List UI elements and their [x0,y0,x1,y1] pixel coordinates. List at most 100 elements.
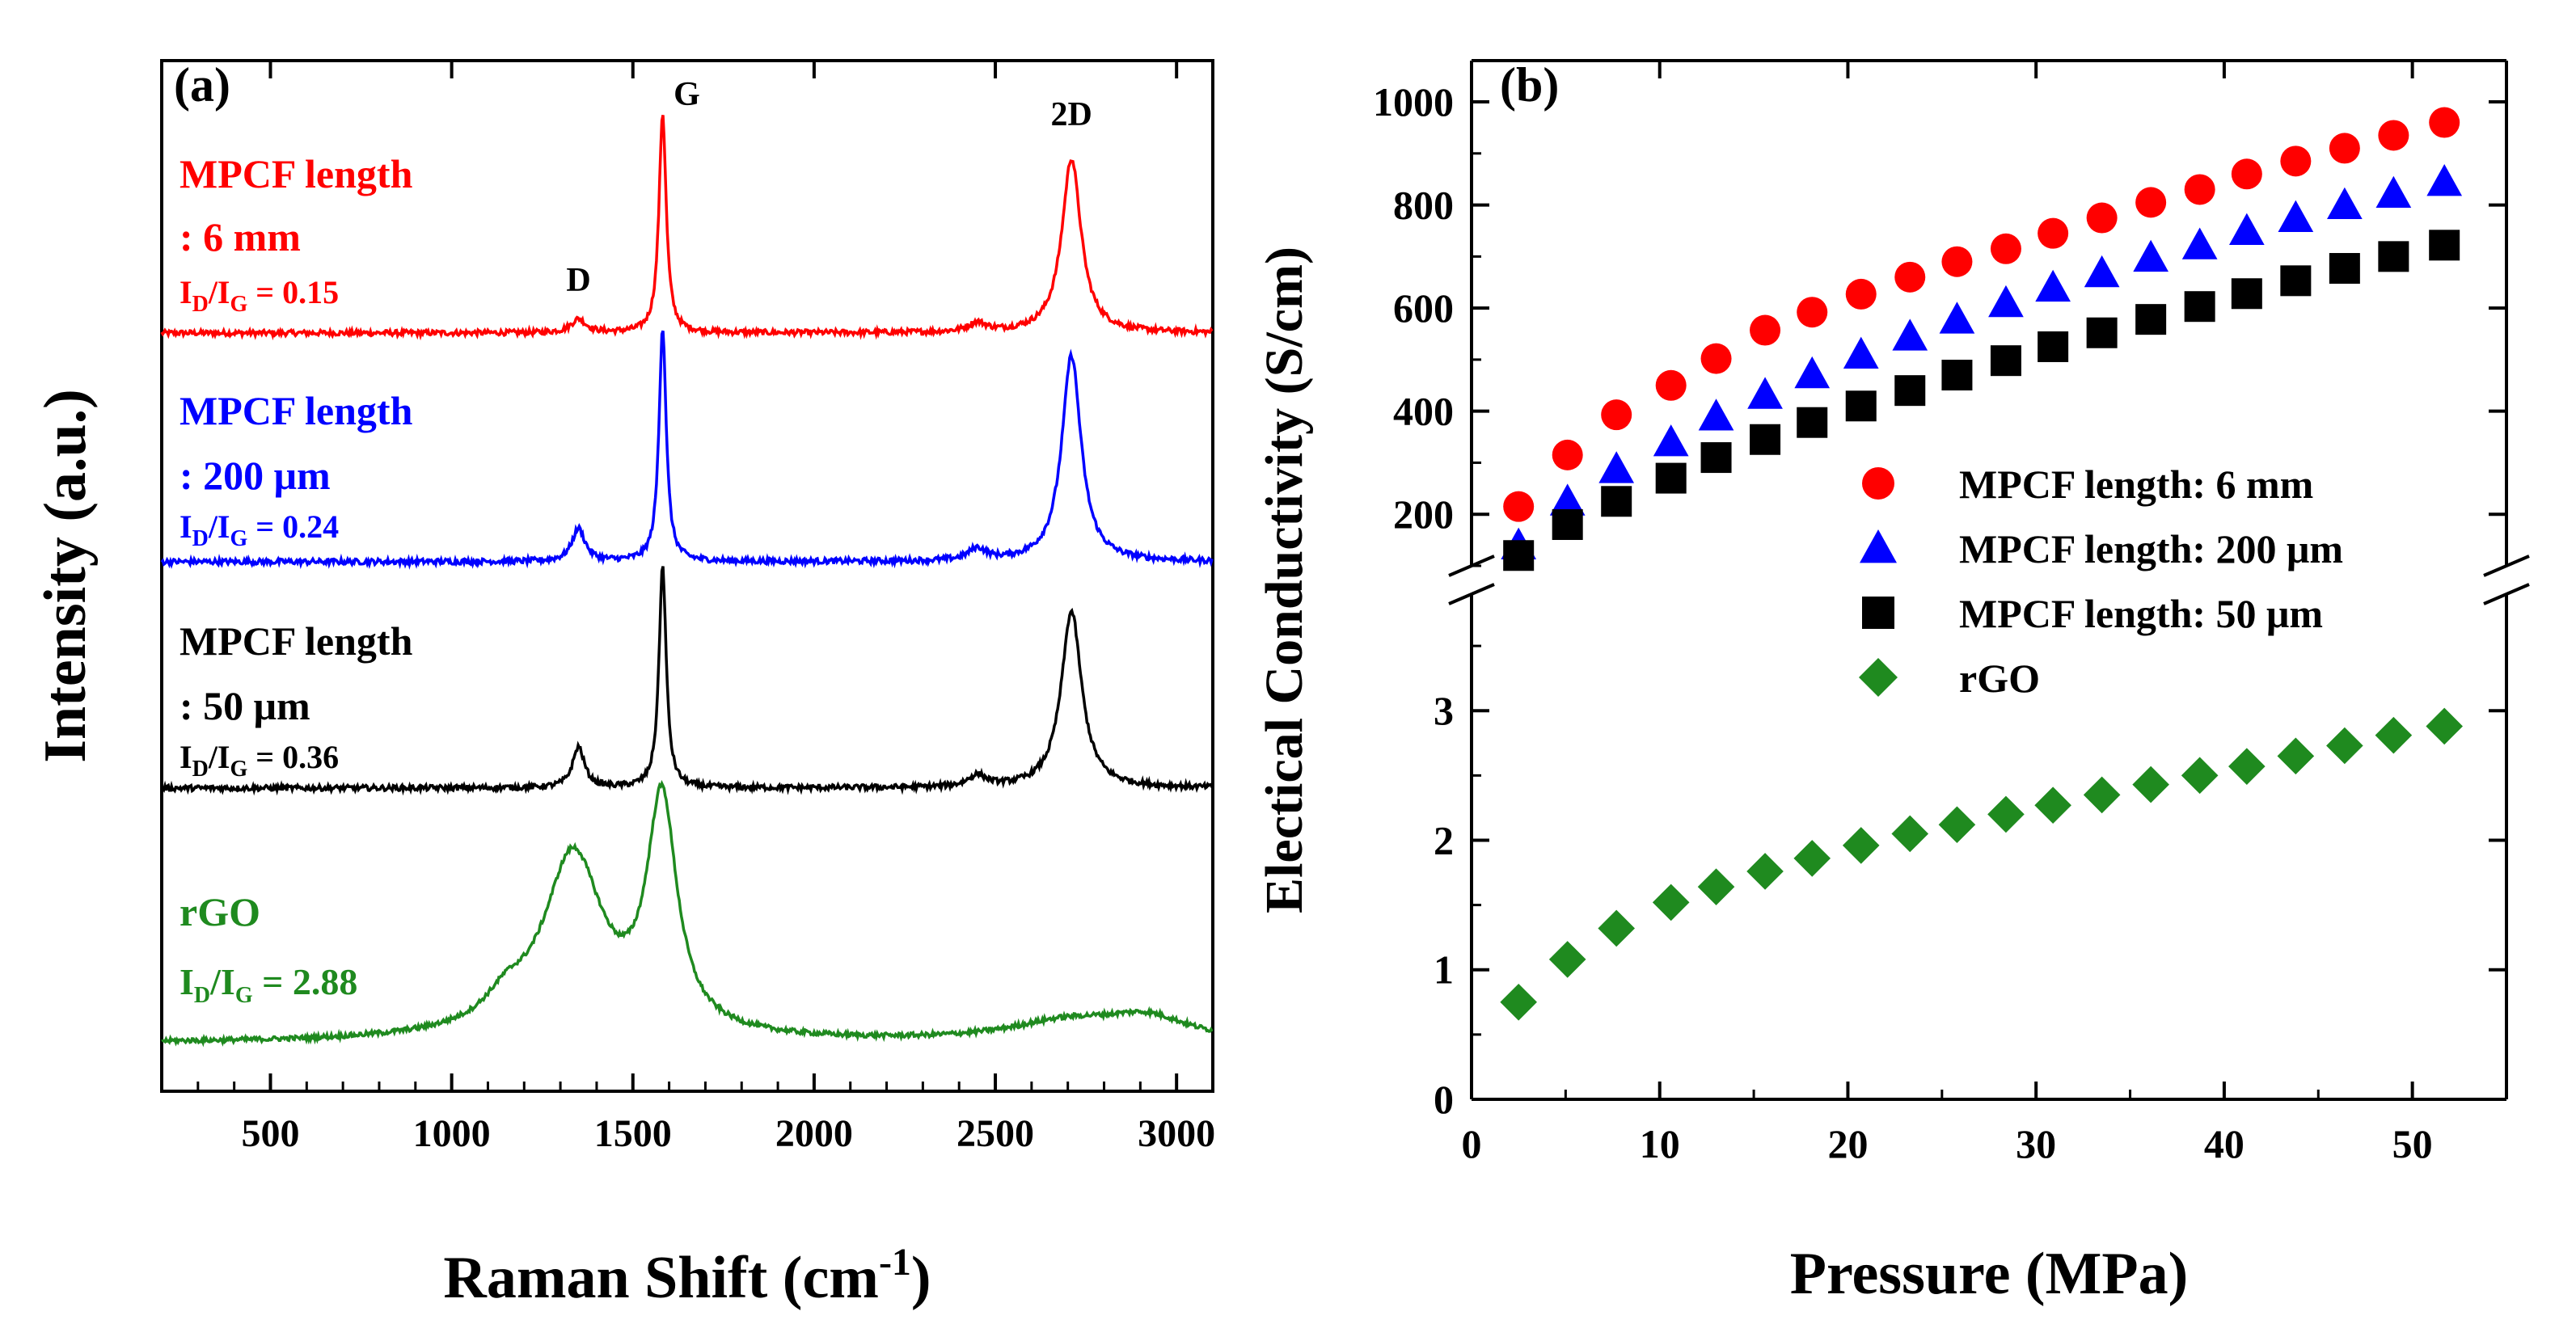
y-axis-label: Intensity (a.u.) [32,389,99,763]
x-tick-label: 40 [2204,1121,2244,1166]
ratio-mid: /I [208,508,230,545]
data-point [1941,360,1973,391]
data-point [2184,291,2215,323]
ratio-mid: /I [208,739,230,775]
data-point [2228,213,2265,245]
ratio-sub-g: G [230,292,248,317]
x-tick-label: 500 [241,1112,299,1155]
ratio-sub-g: G [230,526,248,551]
data-point [1598,451,1635,483]
ratio-i: I [179,274,192,310]
data-point [1655,462,1687,494]
ratio-value: = 0.36 [247,739,339,775]
y-tick-label-lower: 2 [1434,817,1454,862]
y-tick-label-upper: 600 [1393,285,1454,331]
data-point [1845,278,1877,310]
x-tick-label: 50 [2392,1121,2433,1166]
data-point [1941,246,1973,277]
data-point [1698,399,1734,431]
data-point [1894,375,1926,407]
y-tick-label-upper: 1000 [1373,79,1454,124]
x-tick-label: 1000 [413,1112,491,1155]
data-point [2378,241,2409,272]
data-point [1843,336,1879,369]
data-point [1601,399,1632,431]
peak-label: D [566,262,590,299]
series-label: MPCF length [179,151,413,196]
data-point [2426,707,2463,745]
data-point [1598,909,1635,947]
ratio-sub-g: G [230,757,248,782]
ratio-value: = 0.24 [247,508,339,545]
data-point [2280,145,2312,177]
data-point [1797,297,1828,328]
x-axis-label-sup: -1 [879,1241,911,1284]
data-point [1746,853,1784,890]
series-label: rGO [179,889,260,934]
data-point [2231,158,2262,190]
data-point [2277,737,2315,775]
data-point [1988,285,2024,318]
panel-a: 500 1000 1500 2000 2500 3000 Raman Shift (cm-1… [32,58,1215,1311]
y-tick-label-lower: 3 [1434,688,1454,733]
data-point [2429,230,2460,261]
data-point [1700,442,1732,474]
series-label-line2: : 200 μm [179,453,331,498]
ratio-mid: /I [209,961,235,1002]
plot-frame-a [160,59,1214,1093]
ratio-sub-g: G [235,983,253,1008]
ratio-label: ID/IG = 2.88 [179,961,357,1008]
data-point [1797,407,1828,438]
data-point [1503,491,1535,522]
data-point [1891,815,1929,853]
panel-b: 0 10 20 30 40 50 200 400 600 800 1000 0 1 2 3 Pressure … [1255,58,2530,1307]
data-point [2181,227,2218,259]
x-tick-label: 10 [1640,1121,1680,1166]
data-point [1747,377,1783,409]
x-axis-label: Pressure (MPa) [1790,1241,2189,1307]
data-point [2378,120,2409,151]
data-point [2034,786,2071,824]
spectrum-line [160,115,1214,341]
data-point [1892,318,1928,351]
data-point [1552,439,1583,470]
data-point [1503,540,1535,571]
legend-marker [1859,658,1898,697]
ratio-i: I [179,739,192,775]
data-point [2083,776,2121,814]
data-point [2133,239,2168,272]
peak-label: G [674,76,700,113]
data-point [2327,187,2363,220]
data-point [1601,486,1632,517]
x-tick-label: 2500 [956,1112,1034,1155]
data-point [2375,175,2412,209]
data-point [2426,164,2463,196]
x-tick-label: 0 [1462,1121,1482,1166]
data-point [2181,757,2219,795]
axis-break-mark-right [2483,583,2530,605]
ratio-sub-d: D [194,983,210,1008]
data-point [1842,827,1880,864]
data-point [1750,424,1781,455]
y-tick-label-upper: 400 [1393,389,1454,434]
legend-label: MPCF length: 200 μm [1959,526,2343,571]
data-point [1700,343,1732,374]
peak-label: 2D [1051,96,1092,133]
legend-label: rGO [1959,656,2040,701]
x-tick-label: 1500 [594,1112,672,1155]
data-point [1894,261,1926,293]
series-label: MPCF length [179,618,413,664]
data-point [1794,356,1831,389]
ratio-label: ID/IG = 0.15 [179,274,339,317]
x-axis-label-end: ) [911,1245,931,1311]
data-point [2326,727,2363,765]
data-point [2231,278,2262,310]
data-point [1653,424,1689,457]
data-point [1652,883,1690,921]
ratio-sub-d: D [192,292,209,317]
data-point [1793,840,1831,877]
legend-marker [1862,467,1894,500]
ratio-sub-d: D [192,526,209,551]
y-axis-label: Electical Conductivity (S/cm) [1255,247,1314,913]
